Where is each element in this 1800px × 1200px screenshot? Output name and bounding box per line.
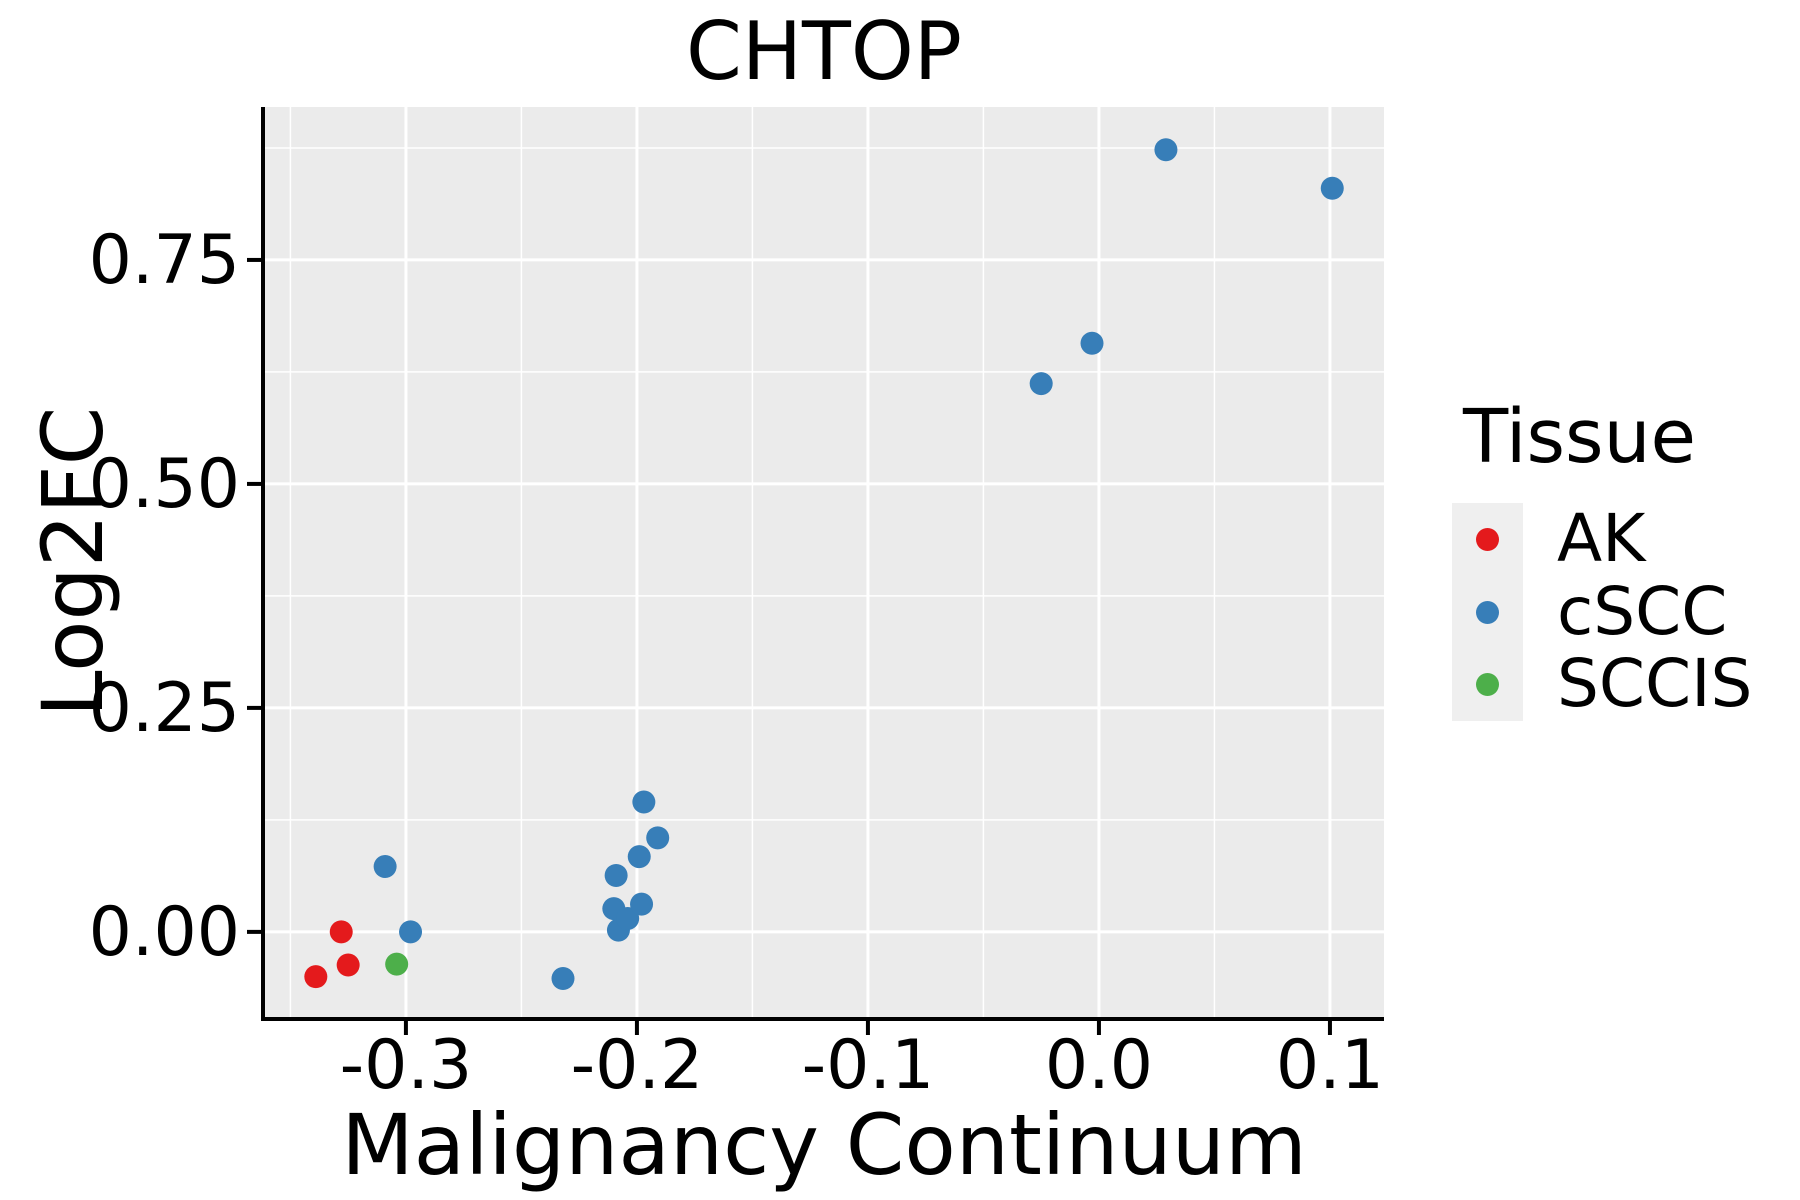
legend-items: AK cSCC SCCIS bbox=[1452, 500, 1753, 723]
legend-label: cSCC bbox=[1557, 572, 1728, 650]
data-point-AK bbox=[336, 953, 360, 977]
data-point-cSCC bbox=[373, 854, 397, 878]
y-tick-label: 0.75 bbox=[88, 220, 240, 300]
data-point-SCCIS bbox=[385, 952, 409, 976]
data-point-cSCC bbox=[1080, 331, 1104, 355]
x-axis-title: Malignancy Continuum bbox=[341, 1096, 1307, 1194]
y-tick-label: 0.50 bbox=[88, 444, 240, 524]
legend-key bbox=[1452, 648, 1523, 722]
chart-title: CHTOP bbox=[685, 5, 963, 98]
legend-key bbox=[1452, 575, 1523, 649]
legend-key bbox=[1452, 503, 1523, 576]
x-tick-label: 0.1 bbox=[1275, 1026, 1385, 1105]
legend-label: AK bbox=[1557, 500, 1646, 577]
data-point-cSCC bbox=[1154, 138, 1178, 162]
data-point-cSCC bbox=[616, 906, 640, 930]
data-point-cSCC bbox=[646, 826, 670, 850]
data-point-cSCC bbox=[630, 892, 654, 916]
legend-item-SCCIS: SCCIS bbox=[1452, 645, 1753, 723]
data-point-cSCC bbox=[1029, 372, 1053, 396]
legend-item-cSCC: cSCC bbox=[1452, 572, 1752, 650]
data-point-AK bbox=[304, 965, 328, 989]
data-point-cSCC bbox=[1320, 176, 1344, 200]
data-point-cSCC bbox=[604, 863, 628, 887]
y-tick-label: 0.25 bbox=[88, 668, 240, 748]
x-tick-label: -0.1 bbox=[801, 1026, 935, 1105]
legend-title: Tissue bbox=[1463, 394, 1697, 480]
legend-item-AK: AK bbox=[1452, 500, 1752, 577]
x-tick-label: -0.3 bbox=[339, 1026, 473, 1105]
data-point-AK bbox=[329, 920, 353, 944]
data-point-cSCC bbox=[399, 920, 423, 944]
x-tick-label: 0.0 bbox=[1044, 1026, 1153, 1105]
data-point-cSCC bbox=[632, 790, 656, 814]
y-tick-label: 0.00 bbox=[88, 892, 240, 972]
legend-label: SCCIS bbox=[1557, 645, 1753, 723]
panel-background bbox=[265, 107, 1384, 1017]
legend-dot-icon bbox=[1476, 600, 1499, 624]
data-point-cSCC bbox=[551, 966, 575, 990]
legend-dot-icon bbox=[1476, 527, 1499, 551]
x-tick-label: -0.2 bbox=[570, 1026, 704, 1105]
legend-dot-icon bbox=[1476, 673, 1499, 697]
data-point-cSCC bbox=[627, 845, 651, 869]
